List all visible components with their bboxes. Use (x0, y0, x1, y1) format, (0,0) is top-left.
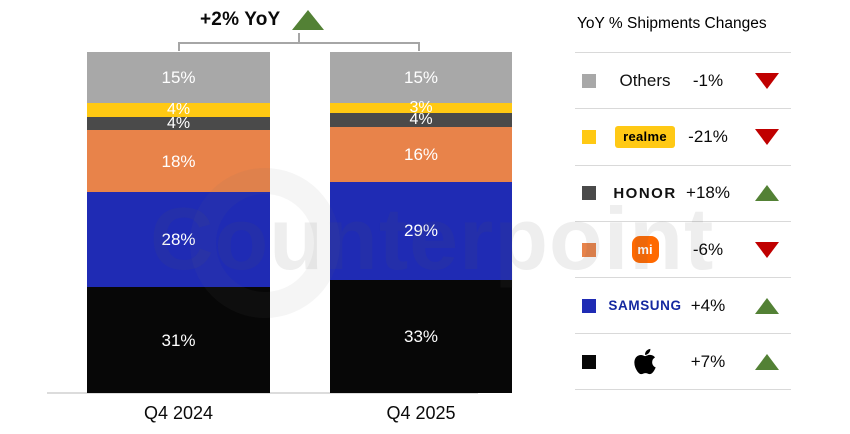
samsung-change-value: +4% (690, 295, 726, 315)
bar-segment-label: 4% (409, 111, 433, 129)
bar-segment-realme: 4% (87, 100, 270, 118)
realme-logo: realme (615, 125, 675, 148)
bar-segment-samsung: 28% (87, 191, 270, 288)
bracket-line (178, 42, 420, 51)
samsung-logo: SAMSUNG (608, 298, 682, 314)
realme-swatch (582, 129, 596, 144)
bar-segment-label: 18% (161, 151, 196, 171)
legend-row-honor: HONOR +18% (575, 164, 791, 221)
stacked-bar-q4-2025: 15% 3% 4% 16% 29% 33% (330, 52, 512, 393)
bar-segment-label: 29% (403, 221, 439, 241)
honor-change-value: +18% (686, 183, 730, 203)
legend-row-xiaomi: mi -6% (575, 220, 791, 277)
honor-swatch (582, 186, 596, 201)
bar-segment-label: 28% (161, 230, 196, 249)
others-swatch (582, 73, 596, 88)
legend-title: YoY % Shipments Changes (577, 15, 767, 32)
legend-row-samsung: SAMSUNG +4% (575, 277, 791, 333)
bar-segment-label: 31% (161, 330, 196, 350)
legend-panel: YoY % Shipments Changes Others -1% realm… (575, 12, 791, 390)
legend-row-realme: realme -21% (575, 108, 791, 164)
realme-change-value: -21% (688, 126, 728, 146)
up-triangle-icon (755, 297, 779, 314)
bar-segment-others: 15% (87, 52, 270, 104)
others-label: Others (619, 70, 671, 90)
down-triangle-icon (755, 72, 779, 89)
up-triangle-icon (292, 10, 325, 30)
bar-segment-apple: 33% (330, 280, 512, 393)
apple-swatch (582, 354, 596, 369)
bar-segment-label: 4% (166, 100, 191, 118)
bar-segment-label: 15% (161, 68, 196, 88)
bar-segment-samsung: 29% (330, 181, 512, 281)
up-triangle-icon (755, 353, 779, 370)
bar-segment-xiaomi: 18% (87, 130, 270, 192)
samsung-swatch (582, 298, 596, 313)
bracket-stem (298, 33, 300, 42)
up-triangle-icon (755, 185, 779, 202)
apple-change-value: +7% (690, 351, 726, 371)
bar-segment-honor: 4% (330, 111, 512, 129)
legend-row-others: Others -1% (575, 52, 791, 108)
bar-segment-label: 33% (403, 327, 439, 347)
bar-segment-apple: 31% (87, 287, 270, 393)
others-change-value: -1% (692, 70, 724, 90)
total-yoy-label: +2% YoY (200, 9, 281, 30)
xiaomi-change-value: -6% (692, 239, 724, 259)
bar-segment-label: 3% (409, 99, 433, 117)
xiaomi-mi-logo: mi (631, 236, 659, 264)
total-yoy-annotation: +2% YoY (200, 9, 325, 31)
bar-segment-label: 16% (403, 144, 439, 164)
bar-segment-realme: 3% (330, 99, 512, 117)
honor-logo: HONOR (613, 184, 677, 202)
apple-logo-icon (634, 348, 656, 375)
bar-segment-label: 4% (166, 114, 191, 132)
x-axis-label-q4-2024: Q4 2024 (143, 403, 214, 423)
bar-segment-others: 15% (330, 52, 512, 104)
bar-segment-xiaomi: 16% (330, 126, 512, 182)
stacked-bar-q4-2024: 15% 4% 4% 18% 28% 31% (87, 52, 270, 393)
down-triangle-icon (755, 128, 779, 145)
legend-row-apple: +7% (575, 333, 791, 390)
x-axis-label-q4-2025: Q4 2025 (386, 403, 456, 423)
x-axis-line (47, 392, 478, 394)
bar-segment-honor: 4% (87, 114, 270, 132)
bar-segment-label: 15% (403, 68, 439, 88)
xiaomi-swatch (582, 242, 596, 257)
down-triangle-icon (755, 241, 779, 258)
